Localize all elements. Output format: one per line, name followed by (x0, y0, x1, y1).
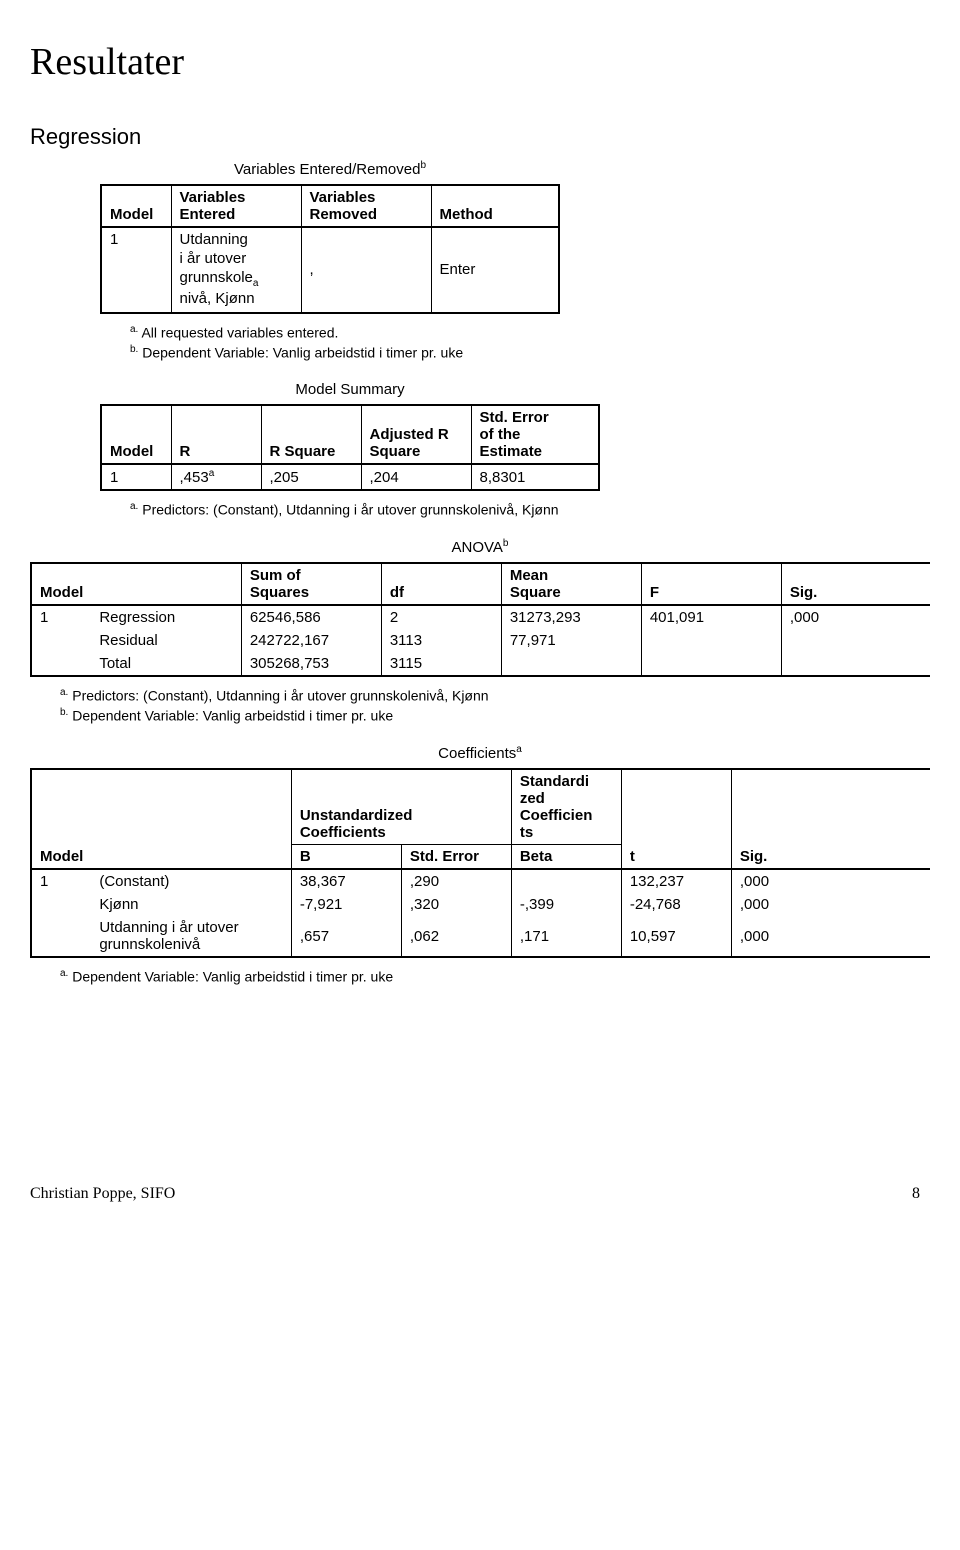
ms-col-arsq: Adjusted RSquare (361, 405, 471, 464)
an-col-sig: Sig. (781, 563, 930, 605)
coef-col-t: t (621, 845, 731, 870)
coef-std-head: StandardizedCoefficients (511, 769, 621, 845)
section-heading: Regression (30, 124, 930, 150)
ms-se: 8,8301 (471, 464, 599, 490)
an-col-f: F (641, 563, 781, 605)
ms-rsq: ,205 (261, 464, 361, 490)
an-col-df: df (381, 563, 501, 605)
an-src-res: Residual (91, 629, 241, 652)
cell-model: 1 (101, 227, 171, 313)
cell-method: Enter (431, 227, 559, 313)
ms-note-a: a. Predictors: (Constant), Utdanning i å… (130, 501, 930, 518)
an-col-ss: Sum ofSquares (241, 563, 381, 605)
an-note-b: b. Dependent Variable: Vanlig arbeidstid… (60, 707, 930, 724)
ms-col-r: R (171, 405, 261, 464)
col-entered: Variables Entered (171, 185, 301, 227)
model-summary-table: Model R R Square Adjusted RSquare Std. E… (100, 404, 600, 491)
an-col-ms: MeanSquare (501, 563, 641, 605)
coef-col-b: B (291, 845, 401, 870)
coef-col-se: Std. Error (401, 845, 511, 870)
ms-model: 1 (101, 464, 171, 490)
model-summary-title: Model Summary (100, 381, 600, 398)
ms-col-rsq: R Square (261, 405, 361, 464)
page-title: Resultater (30, 40, 930, 84)
coef-unstd-head: UnstandardizedCoefficients (291, 769, 511, 845)
ms-col-se: Std. Errorof theEstimate (471, 405, 599, 464)
var-note-b: b. Dependent Variable: Vanlig arbeidstid… (130, 344, 930, 361)
footer: Christian Poppe, SIFO 8 (30, 1185, 930, 1203)
coef-note-a: a. Dependent Variable: Vanlig arbeidstid… (60, 968, 930, 985)
coef-term-kjonn: Kjønn (91, 893, 291, 916)
coef-col-model: Model (31, 845, 91, 870)
anova-table: Model Sum ofSquares df MeanSquare F Sig.… (30, 562, 930, 677)
ms-r: ,453a (171, 464, 261, 490)
var-note-a: a. All requested variables entered. (130, 324, 930, 341)
page-number: 8 (912, 1185, 920, 1203)
ms-arsq: ,204 (361, 464, 471, 490)
coef-col-sig: Sig. (731, 845, 930, 870)
coefficients-table: UnstandardizedCoefficients StandardizedC… (30, 768, 930, 958)
an-src-reg: Regression (91, 605, 241, 629)
coef-col-beta: Beta (511, 845, 621, 870)
anova-title: ANOVAb (30, 538, 930, 556)
an-col-model: Model (31, 563, 91, 605)
var-entered-title: Variables Entered/Removedb (100, 160, 560, 178)
coef-term-const: (Constant) (91, 869, 291, 893)
an-model-1: 1 (31, 605, 91, 629)
coef-title: Coefficientsa (30, 744, 930, 762)
cell-removed: , (301, 227, 431, 313)
an-src-tot: Total (91, 652, 241, 676)
footer-author: Christian Poppe, SIFO (30, 1185, 175, 1202)
col-removed: Variables Removed (301, 185, 431, 227)
an-note-a: a. Predictors: (Constant), Utdanning i å… (60, 687, 930, 704)
coef-term-utd: Utdanning i år utovergrunnskolenivå (91, 916, 291, 957)
variables-entered-table: Model Variables Entered Variables Remove… (100, 184, 560, 314)
col-method: Method (431, 185, 559, 227)
cell-entered: Utdanningi år utovergrunnskoleanivå, Kjø… (171, 227, 301, 313)
ms-col-model: Model (101, 405, 171, 464)
col-model: Model (101, 185, 171, 227)
